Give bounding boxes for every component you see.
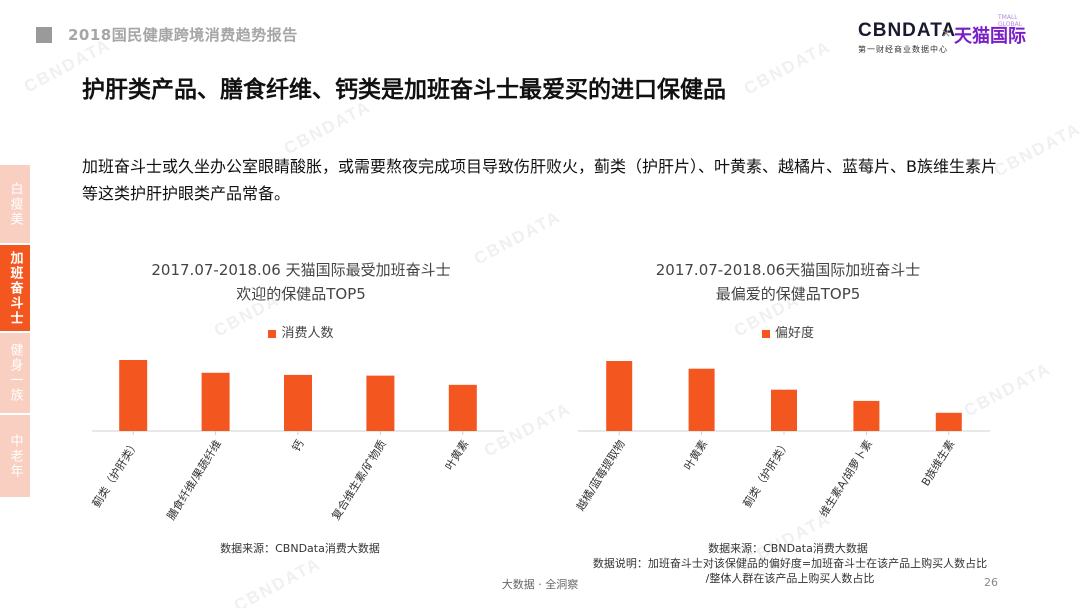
- brand-logo: CBNDATA 第一财经商业数据中心 × 天猫国际 TMALL GLOBAL: [858, 14, 1033, 56]
- left-data-source: 数据来源：CBNData消费大数据: [220, 542, 380, 555]
- x-tick-label-5: B族维生素: [918, 437, 957, 488]
- footer-slogan: 大数据 · 全洞察: [501, 578, 579, 591]
- right-chart: 2017.07-2018.06天猫国际加班奋斗士 最偏爱的保健品TOP5 偏好度…: [572, 258, 1004, 538]
- right-chart-title-line1: 2017.07-2018.06天猫国际加班奋斗士: [655, 261, 921, 279]
- left-chart-title-line1: 2017.07-2018.06 天猫国际最受加班奋斗士: [151, 261, 451, 279]
- side-tab-jian-shen-yi-zu[interactable]: 健身一族: [0, 333, 30, 413]
- page-description: 加班奋斗士或久坐办公室眼睛酸胀，或需要熬夜完成项目导致伤肝败火，蓟类（护肝片）、…: [82, 157, 997, 203]
- x-tick-label-3: 钙: [289, 437, 307, 454]
- logo-cross: ×: [941, 26, 952, 40]
- bar-1: [119, 360, 148, 431]
- right-data-explanation-1: 数据说明：加班奋斗士对该保健品的偏好度=加班奋斗士在该产品上购买人数占比: [592, 557, 988, 570]
- bar-2: [688, 368, 715, 431]
- right-chart-legend: 偏好度: [572, 322, 1004, 341]
- x-tick-label-4: 复合维生素/矿物质: [328, 437, 388, 522]
- legend-swatch: [761, 329, 770, 338]
- left-chart-svg: 蓟类（护肝类） 膳食纤维/果蔬纤维 钙 复合维生素/矿物质 叶黄素: [89, 360, 504, 522]
- right-legend-label: 偏好度: [774, 326, 814, 341]
- page-number: 26: [984, 576, 998, 589]
- watermark: CBNDATA: [280, 96, 375, 159]
- right-chart-svg: 越橘/蓝莓提取物 叶黄素 蓟类（护肝类） 维生素A/胡萝卜素 B族维生素: [573, 361, 990, 519]
- bar-4: [366, 375, 395, 431]
- tmall-global-logo-en: TMALL GLOBAL: [998, 14, 1023, 28]
- tmall-global-logo: 天猫国际: [954, 26, 1026, 47]
- header-square-icon: [36, 27, 52, 43]
- bar-3: [284, 374, 312, 431]
- x-tick-label-3: 蓟类（护肝类）: [740, 437, 793, 510]
- report-title: 2018国民健康跨境消费趋势报告: [68, 26, 298, 44]
- watermark: CBNDATA: [740, 36, 835, 99]
- x-tick-label-2: 膳食纤维/果蔬纤维: [164, 437, 224, 522]
- bar-5: [448, 384, 477, 431]
- page-headline: 护肝类产品、膳食纤维、钙类是加班奋斗士最爱买的进口保健品: [82, 77, 726, 103]
- x-tick-label-2: 叶黄素: [681, 437, 710, 472]
- bar-3: [771, 389, 797, 431]
- left-chart-title-line2: 欢迎的保健品TOP5: [236, 285, 366, 303]
- bar-1: [606, 361, 633, 431]
- x-tick-label-1: 越橘/蓝莓提取物: [573, 437, 628, 513]
- right-chart-title-line2: 最偏爱的保健品TOP5: [715, 285, 861, 303]
- side-tab-bai-shou-mei[interactable]: 白瘦美: [0, 165, 30, 243]
- bar-5: [935, 412, 962, 431]
- side-tab-jia-ban-fen-dou-shi[interactable]: 加班奋斗士: [0, 245, 30, 331]
- bar-4: [853, 400, 880, 431]
- legend-swatch: [268, 329, 277, 338]
- bar-2: [201, 372, 230, 431]
- cbndata-logo: CBNDATA: [858, 20, 957, 41]
- x-tick-label-1: 蓟类（护肝类）: [89, 437, 142, 510]
- x-tick-label-5: 叶黄素: [442, 437, 471, 472]
- left-chart: 2017.07-2018.06 天猫国际最受加班奋斗士 欢迎的保健品TOP5 消…: [86, 258, 516, 538]
- side-tab-zhong-lao-nian[interactable]: 中老年: [0, 415, 30, 497]
- x-tick-label-4: 维生素A/胡萝卜素: [816, 437, 875, 519]
- right-data-explanation-2: /整体人群在该产品上购买人数占比: [705, 572, 875, 585]
- right-data-source: 数据来源：CBNData消费大数据: [708, 542, 868, 555]
- left-legend-label: 消费人数: [281, 326, 334, 341]
- left-chart-legend: 消费人数: [86, 322, 516, 341]
- cbndata-logo-subtitle: 第一财经商业数据中心: [858, 45, 948, 54]
